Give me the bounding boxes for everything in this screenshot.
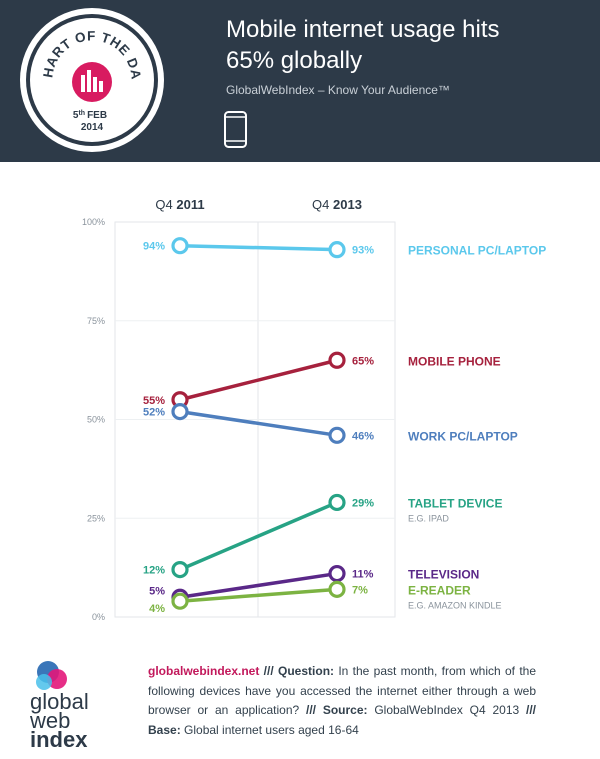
logo-line-3: index bbox=[30, 727, 88, 752]
legend-mobile-phone: MOBILE PHONE bbox=[408, 354, 501, 368]
series-line-work-pc-laptop bbox=[178, 409, 339, 438]
y-tick-label: 0% bbox=[92, 612, 105, 622]
data-point-work-pc-laptop-q4-2013 bbox=[328, 426, 346, 444]
data-point-tablet-device-q4-2011 bbox=[171, 561, 189, 579]
data-label-work-pc-laptop-q4-2011: 52% bbox=[143, 407, 165, 419]
series-line-personal-pc-laptop bbox=[178, 243, 339, 252]
y-tick-label: 50% bbox=[87, 415, 105, 425]
data-label-mobile-phone-q4-2011: 55% bbox=[143, 395, 165, 407]
page-title-line-2: 65% globally bbox=[226, 47, 363, 74]
source-text: GlobalWebIndex Q4 2013 bbox=[367, 703, 520, 717]
series-line-mobile-phone bbox=[178, 358, 339, 402]
data-point-personal-pc-laptop-q4-2011 bbox=[171, 237, 189, 255]
mobile-phone-icon bbox=[224, 111, 247, 148]
chart-series bbox=[171, 237, 346, 610]
data-label-e-reader-q4-2011: 4% bbox=[149, 603, 165, 615]
data-point-e-reader-q4-2011 bbox=[171, 592, 189, 610]
data-label-work-pc-laptop-q4-2013: 46% bbox=[352, 430, 374, 442]
base-text: Global internet users aged 16-64 bbox=[180, 722, 359, 737]
question-text: In the past month, from which of the fol… bbox=[148, 664, 537, 717]
data-point-work-pc-laptop-q4-2011 bbox=[171, 403, 189, 421]
page-title-line-1: Mobile internet usage hits bbox=[226, 16, 500, 43]
badge-date: 5th FEB bbox=[73, 110, 107, 121]
data-point-mobile-phone-q4-2013 bbox=[328, 351, 346, 369]
legend-tablet-device: TABLET DEVICE bbox=[408, 496, 502, 510]
logo-line-2: web bbox=[29, 708, 70, 733]
separator-1: /// bbox=[259, 664, 279, 678]
page-subtitle: GlobalWebIndex – Know Your Audience™ bbox=[226, 83, 450, 97]
data-label-personal-pc-laptop-q4-2013: 93% bbox=[352, 245, 374, 257]
series-line-television bbox=[178, 571, 339, 599]
badge-date-suffix: th bbox=[78, 110, 85, 117]
separator-3: /// bbox=[519, 703, 537, 717]
bar-chart-icon bbox=[72, 62, 112, 102]
badge-date-year: 2014 bbox=[81, 122, 104, 133]
legend-sub-e-reader: E.G. AMAZON KINDLE bbox=[408, 600, 502, 610]
line-chart: 0% 25% 50% 75% 100% Q4 2011 Q4 2013 94% 93% PERSO… bbox=[82, 197, 546, 622]
website-link[interactable]: globalwebindex.net bbox=[148, 664, 260, 678]
data-label-tablet-device-q4-2011: 12% bbox=[143, 565, 165, 577]
question-label: Question: bbox=[278, 664, 335, 678]
data-point-e-reader-q4-2013 bbox=[328, 580, 346, 598]
logo-circles-icon bbox=[36, 661, 67, 690]
x-category-label: Q4 2011 bbox=[155, 197, 204, 212]
x-category-label: Q4 2013 bbox=[312, 197, 362, 212]
data-point-personal-pc-laptop-q4-2013 bbox=[328, 241, 346, 259]
data-label-personal-pc-laptop-q4-2011: 94% bbox=[143, 241, 165, 253]
y-tick-label: 75% bbox=[87, 316, 105, 326]
series-line-tablet-device bbox=[178, 500, 339, 572]
data-point-television-q4-2013 bbox=[328, 564, 346, 583]
y-tick-label: 25% bbox=[87, 513, 105, 523]
legend-sub-tablet-device: E.G. IPAD bbox=[408, 513, 449, 523]
legend-personal-pc-laptop: PERSONAL PC/LAPTOP bbox=[408, 244, 546, 258]
page-title: Mobile internet usage hits 65% globally bbox=[226, 14, 586, 76]
y-tick-label: 100% bbox=[82, 217, 105, 227]
footer-caption: globalwebindex.net /// Question: In the … bbox=[148, 662, 536, 740]
legend-television: TELEVISION bbox=[408, 568, 479, 582]
badge-date-day: 5 bbox=[73, 110, 79, 121]
separator-2: /// bbox=[299, 703, 323, 717]
chart-grid bbox=[114, 221, 396, 618]
legend-e-reader: E-READER bbox=[408, 583, 471, 597]
chart-labels: 0% 25% 50% 75% 100% Q4 2011 Q4 2013 94% 93% PERSO… bbox=[82, 197, 546, 622]
data-point-tablet-device-q4-2013 bbox=[328, 493, 346, 512]
data-label-television-q4-2011: 5% bbox=[149, 585, 165, 597]
badge-date-month: FEB bbox=[87, 110, 107, 121]
footer: global web index globalwebindex.net /// … bbox=[0, 642, 600, 759]
data-label-e-reader-q4-2013: 7% bbox=[352, 584, 368, 596]
series-line-e-reader bbox=[178, 587, 339, 603]
logo-line-1: global bbox=[30, 689, 89, 714]
legend-work-pc-laptop: WORK PC/LAPTOP bbox=[408, 429, 518, 443]
data-label-television-q4-2013: 11% bbox=[352, 569, 374, 581]
source-label: Source: bbox=[322, 703, 368, 717]
data-label-mobile-phone-q4-2013: 65% bbox=[352, 355, 374, 367]
data-label-tablet-device-q4-2013: 29% bbox=[352, 497, 374, 509]
base-label: Base: bbox=[148, 722, 181, 737]
globalwebindex-logo: global web index bbox=[29, 661, 89, 752]
